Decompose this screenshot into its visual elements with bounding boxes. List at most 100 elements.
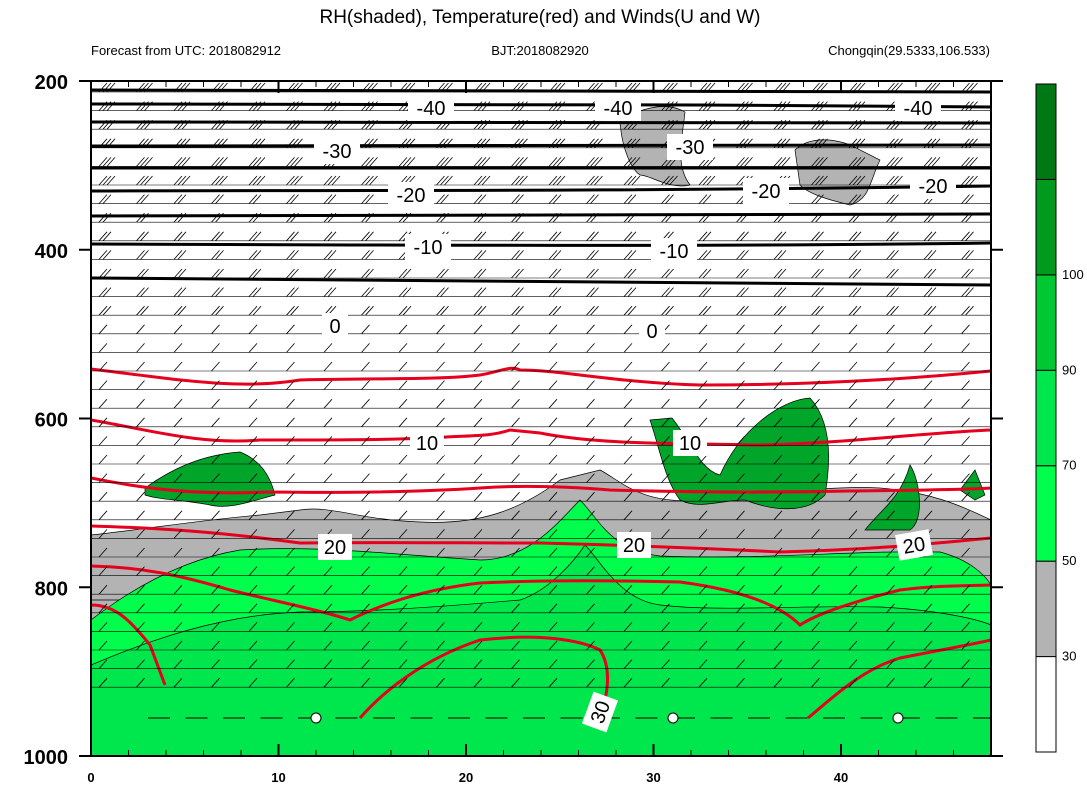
wind-barb-feather [890,231,899,242]
wind-barb-feather [736,473,745,483]
wind-barb-feather [511,584,520,595]
wind-barb-feather [848,138,858,149]
wind-barb-feather [811,268,820,279]
wind-barb-feather [586,324,595,335]
wind-barb-feather [623,82,633,93]
wind-barb-feather [211,510,220,521]
wind-barb-feather [323,491,333,502]
wind-barb-feather [248,343,258,353]
wind-barb-feather [361,138,370,149]
wind-barb-feather [361,361,370,372]
wind-barb-feather [856,101,866,111]
wind-barb-feather [740,212,749,223]
wind-barb-feather [219,157,228,167]
x-tick-label: 0 [87,770,94,785]
wind-barb-feather [286,622,295,632]
wind-barb-feather [323,119,333,130]
wind-barb-feather [252,119,262,130]
wind-barb-feather [736,659,745,669]
wind-barb-feather [406,82,416,93]
wind-barb-feather [219,138,228,149]
wind-barb-feather [323,194,333,204]
wind-barb-feather [736,454,745,465]
wind-barb-feather [698,101,708,111]
wind-barb-feather [923,584,933,595]
wind-barb-feather [215,305,224,316]
wind-barb-feather [548,305,558,316]
label-text: -40 [904,98,933,120]
wind-barb-feather [586,566,595,576]
wind-barb-feather [294,138,303,149]
temperature-contours-red [91,366,991,720]
wind-barb-feather [323,175,333,186]
wind-barb-feather [102,119,112,130]
wind-barb-feather [515,194,524,204]
wind-barb-feather [473,194,483,204]
wind-barb-feather [173,640,183,651]
wind-barb-feather [136,212,145,223]
wind-barb-feather [323,250,333,260]
wind-barb-feather [436,566,445,576]
wind-barb-feather [473,622,483,632]
wind-barb-feather [594,157,603,167]
wind-barb-feather [965,82,974,93]
wind-barb-feather [365,157,374,167]
wind-barb-feather [331,82,341,93]
label-text: -30 [676,137,705,159]
wind-barb-feather [698,584,708,595]
wind-barb-feather [140,138,149,149]
wind-barb-feather [886,212,895,223]
wind-barb-feather [586,287,595,297]
wind-barb-feather [473,175,483,186]
wind-barb-feather [886,231,895,242]
wind-barb-feather [211,640,220,651]
wind-barb-feather [98,324,108,335]
wind-barb-feather [961,510,970,521]
y-tick-label: 600 [35,410,68,432]
subtitle-location: Chongqin(29.5333,106.533) [828,43,990,58]
wind-barb-feather [211,677,220,688]
x-tick-label: 10 [271,770,285,785]
wind-barb-feather [211,231,220,242]
wind-barb-feather [736,510,745,521]
wind-barb-feather [965,287,974,297]
wind-barb-feather [961,380,970,390]
wind-barb-feather [923,659,933,669]
wind-barb-feather [590,268,599,279]
wind-barb-feather [365,194,374,204]
wind-barb-feather [852,138,862,149]
wind-barb-feather [211,529,220,539]
wind-barb-feather [590,231,599,242]
wind-barb-feather [177,194,187,204]
wind-barb-feather [436,677,445,688]
colorbar-box [1035,274,1057,371]
wind-barb-feather [627,212,637,223]
wind-barb-feather [548,101,558,111]
wind-barb-feather [886,175,895,186]
wind-barb-feather [894,119,903,130]
wind-barb-feather [361,510,370,521]
x-tick-label: 20 [459,770,473,785]
wind-barb-feather [965,119,974,130]
wind-barb-feather [398,343,408,353]
label-plus20-c: 20 [895,529,933,561]
rh-region-90-patch-3 [864,464,920,531]
wind-barb-feather [740,82,749,93]
wind-barb-feather [661,101,670,111]
wind-barb-feather [98,157,108,167]
wind-barb-feather [627,138,637,149]
wind-barb-feather [623,510,633,521]
label-zero-b: 0 [639,318,665,344]
isotherm-red-25 [91,564,991,627]
wind-barb-feather [248,584,258,595]
wind-barb-feather [473,138,483,149]
wind-barb-feather [477,250,487,260]
wind-barb-feather [848,622,858,632]
wind-barb-feather [773,287,783,297]
wind-barb-feather [286,436,295,446]
wind-barb-feather [631,138,641,149]
wind-barb-feather [811,194,820,204]
wind-barb-feather [886,194,895,204]
wind-barb-feather [361,175,370,186]
wind-barb-feather [773,268,783,279]
